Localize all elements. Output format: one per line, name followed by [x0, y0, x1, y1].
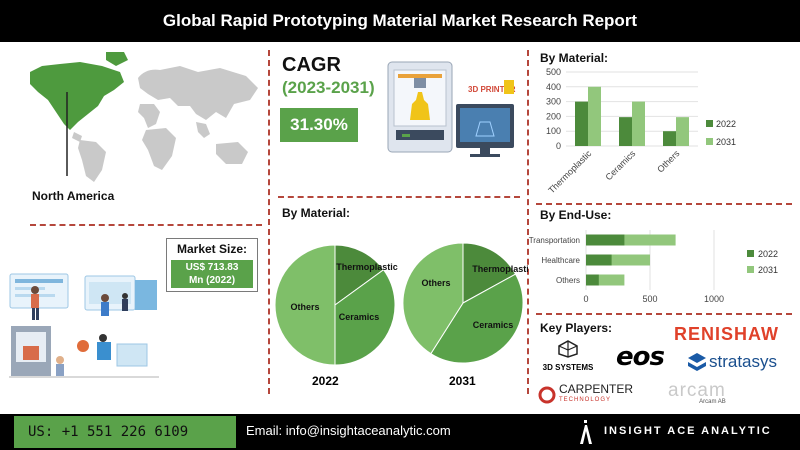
- pie-slice-2022-thermoplastic: [334, 244, 385, 306]
- hbar-healthcare-2031: [586, 254, 650, 266]
- pie-label-2031-thermoplastic: Thermoplastic: [472, 264, 528, 274]
- bar-ceramics-2031: [632, 101, 645, 146]
- market-size-value-line2: Mn (2022): [188, 275, 236, 286]
- legend-label-enduse-2031: 2031: [758, 265, 778, 275]
- logo-carpenter-subtext: TECHNOLOGY: [559, 397, 612, 403]
- logo-arcam-text: arcam: [668, 380, 726, 401]
- logo-arcam-subtext: Arcam AB: [699, 399, 726, 405]
- brand-logo-icon: [580, 420, 592, 444]
- logo-3d-systems-text: 3D SYSTEMS: [542, 363, 594, 372]
- 3d-systems-icon: [558, 340, 578, 358]
- divider-right-horizontal-1: [536, 203, 792, 205]
- y-tick-transportation: Transportation: [529, 236, 580, 245]
- pie-label-2031-others: Others: [421, 278, 450, 288]
- pie-slice-2031-others: [402, 242, 464, 355]
- carpenter-icon: [538, 386, 556, 404]
- legend-swatch-enduse-2022: [747, 250, 754, 257]
- bar-chart-enduse-title: By End-Use:: [540, 208, 611, 222]
- divider-right: [527, 50, 529, 394]
- hbar-healthcare-2022: [586, 254, 612, 266]
- bar-thermoplastic-2022: [575, 101, 588, 146]
- market-size-title: Market Size:: [176, 242, 248, 256]
- pie-slice-2022-ceramics: [334, 269, 396, 366]
- logo-arcam: arcam Arcam AB: [668, 380, 726, 405]
- pie-label-2031-ceramics: Ceramics: [473, 320, 514, 330]
- cagr-value: 31.30%: [280, 108, 358, 142]
- bar-chart-material-title: By Material:: [540, 51, 608, 65]
- phone-number[interactable]: US: +1 551 226 6109: [14, 416, 236, 448]
- region-label: North America: [32, 189, 115, 203]
- y-tick-others: Others: [556, 276, 580, 285]
- x-tick-ceramics: Ceramics: [603, 148, 637, 182]
- report-title: Global Rapid Prototyping Material Market…: [0, 0, 800, 42]
- world-map: [30, 52, 258, 182]
- logo-carpenter: CARPENTER TECHNOLOGY: [538, 382, 634, 406]
- pie-charts: Thermoplastic Ceramics Others Thermoplastic…: [274, 242, 528, 366]
- y-tick-healthcare: Healthcare: [541, 256, 580, 265]
- y-tick-200: 200: [546, 111, 561, 121]
- cagr-label: CAGR: [282, 54, 341, 76]
- cagr-years: (2023-2031): [282, 78, 375, 97]
- bar-others-2022: [663, 131, 676, 146]
- y-tick-500: 500: [546, 67, 561, 77]
- pie-label-2022-thermoplastic: Thermoplastic: [336, 262, 398, 272]
- bar-thermoplastic-2031: [588, 86, 601, 146]
- divider-center-horizontal: [278, 196, 520, 198]
- bar-others-2031: [676, 117, 689, 146]
- printer-screen-label: 3D PRINTER: [468, 85, 516, 94]
- logo-carpenter-text: CARPENTER: [559, 382, 634, 396]
- hbar-others-2022: [586, 274, 599, 286]
- email-address[interactable]: Email: info@insightaceanalytic.com: [246, 423, 451, 438]
- people-illustration: [9, 273, 159, 378]
- divider-left-horizontal: [30, 224, 262, 226]
- x-tick-0: 0: [583, 294, 588, 304]
- pie-year-2022: 2022: [312, 374, 339, 388]
- legend-label-material-2022: 2022: [716, 119, 736, 129]
- logo-stratasys-text: stratasys: [709, 352, 778, 371]
- logo-renishaw: RENISHAW: [674, 324, 780, 344]
- divider-right-horizontal-2: [536, 313, 792, 315]
- pie-slice-2022-others: [274, 244, 336, 366]
- pie-label-2022-others: Others: [290, 302, 319, 312]
- divider-left: [268, 50, 270, 394]
- hbar-transportation-2031: [586, 234, 676, 246]
- legend-swatch-material-2022: [706, 120, 713, 127]
- right-bar-charts: By Material: 0 100 200 300 400 500 Thermoplasti…: [529, 51, 778, 304]
- legend-swatch-enduse-2031: [747, 266, 754, 273]
- market-size-value: US$ 713.83 Mn (2022): [171, 260, 253, 288]
- logo-stratasys: stratasys: [688, 352, 777, 372]
- legend-label-material-2031: 2031: [716, 137, 736, 147]
- pie-slice-2031-ceramics: [430, 273, 524, 364]
- legend-label-enduse-2022: 2022: [758, 249, 778, 259]
- bar-ceramics-2022: [619, 117, 632, 146]
- logo-3d-systems: 3D SYSTEMS: [540, 340, 596, 372]
- pie-year-2031: 2031: [449, 374, 476, 388]
- market-size-value-line1: US$ 713.83: [185, 262, 239, 273]
- legend-swatch-material-2031: [706, 138, 713, 145]
- y-tick-400: 400: [546, 82, 561, 92]
- hbar-transportation-2022: [586, 234, 625, 246]
- key-players-title: Key Players:: [540, 321, 613, 335]
- y-tick-0: 0: [556, 141, 561, 151]
- pie-slice-2031-thermoplastic: [462, 242, 517, 304]
- x-tick-thermoplastic: Thermoplastic: [546, 148, 593, 195]
- logo-eos: eos: [616, 342, 665, 372]
- hbar-others-2031: [586, 274, 625, 286]
- pie-label-2022-ceramics: Ceramics: [339, 312, 380, 322]
- brand-name: INSIGHT ACE ANALYTIC: [604, 425, 772, 437]
- y-tick-300: 300: [546, 97, 561, 107]
- x-tick-others: Others: [655, 148, 682, 175]
- stratasys-icon: [688, 353, 706, 371]
- pie-section-title: By Material:: [282, 206, 351, 220]
- 3d-printer-illustration: 3D PRINTER: [387, 61, 516, 157]
- x-tick-500: 500: [642, 294, 657, 304]
- x-tick-1000: 1000: [704, 294, 724, 304]
- market-size-box: Market Size: US$ 713.83 Mn (2022): [166, 238, 258, 292]
- y-tick-100: 100: [546, 126, 561, 136]
